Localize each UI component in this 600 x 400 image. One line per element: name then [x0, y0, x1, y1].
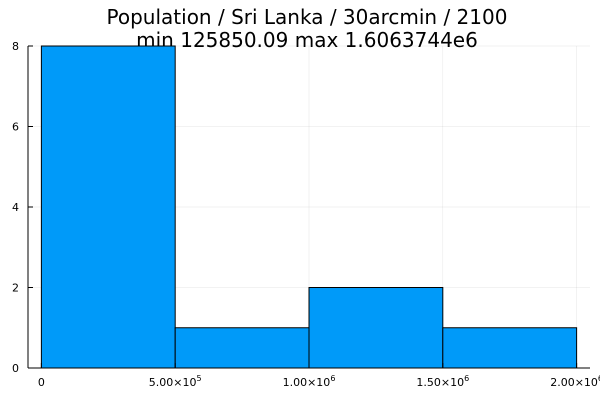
histogram-bar-3: [442, 327, 578, 369]
histogram-bar-1: [174, 327, 310, 369]
y-tick-label-2: 4: [12, 201, 19, 214]
y-tick-label-0: 0: [12, 362, 19, 375]
histogram-bar-2: [308, 287, 444, 369]
y-tick-label-1: 2: [12, 282, 19, 295]
histogram-bar-0: [40, 45, 176, 369]
tick-layer: 0 2 4 6 8 0 5.00×105 1.00×106 1.50×106 2.00×106: [12, 40, 600, 389]
chart-title-line-2: min 125850.09 max 1.6063744e6: [136, 28, 478, 52]
x-tick-label-2: 1.00×106: [283, 374, 336, 389]
axis-layer: [27, 45, 590, 369]
y-tick-label-4: 8: [12, 40, 19, 53]
y-tick-label-3: 6: [12, 121, 19, 134]
chart-title-line-1: Population / Sri Lanka / 30arcmin / 2100: [107, 5, 508, 29]
x-tick-label-1: 5.00×105: [149, 374, 202, 389]
x-tick-label-4: 2.00×106: [550, 374, 600, 389]
x-tick-label-0: 0: [38, 376, 45, 389]
x-tick-label-3: 1.50×106: [416, 374, 469, 389]
